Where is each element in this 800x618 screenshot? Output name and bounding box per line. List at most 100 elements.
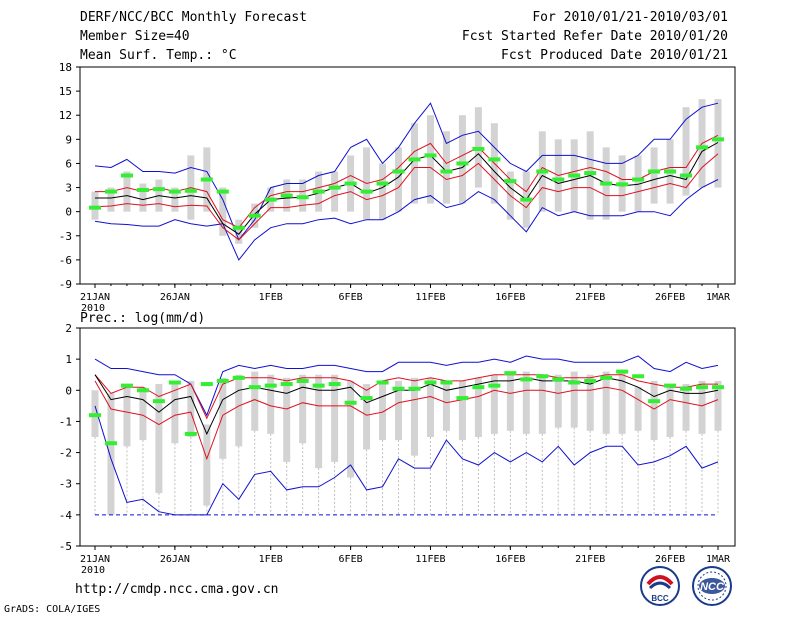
marker-1-11 (264, 197, 277, 202)
marker-2-15 (328, 382, 341, 387)
ytick-label: 9 (65, 133, 72, 146)
box-2-6 (187, 380, 195, 437)
series-min-1 (94, 179, 719, 261)
fcst-started-date: Fcst Started Refer Date 2010/01/20 (461, 29, 728, 44)
marker-2-36 (664, 383, 677, 388)
xtick-label: 1FEB (259, 292, 283, 303)
marker-1-12 (280, 193, 293, 198)
marker-2-25 (488, 383, 501, 388)
box-2-36 (666, 384, 674, 437)
marker-2-7 (200, 382, 213, 387)
marker-1-26 (504, 179, 517, 184)
marker-2-2 (120, 383, 133, 388)
box-1-19 (395, 147, 403, 212)
marker-2-11 (264, 383, 277, 388)
marker-2-38 (696, 385, 709, 390)
marker-1-29 (552, 177, 565, 182)
box-2-20 (410, 377, 418, 456)
agency-logos: BCC NCC (640, 566, 732, 606)
ytick-label: 18 (59, 61, 72, 74)
xtick-label: 16FEB (495, 554, 525, 565)
marker-1-14 (312, 189, 325, 194)
box-2-26 (506, 374, 514, 431)
marker-2-31 (584, 378, 597, 383)
marker-2-14 (312, 383, 325, 388)
box-2-29 (554, 374, 562, 428)
ytick-label: -3 (59, 230, 72, 243)
series-spread-lower-2 (94, 380, 719, 461)
marker-1-16 (344, 181, 357, 186)
marker-2-29 (552, 377, 565, 382)
marker-1-34 (632, 177, 645, 182)
box-2-25 (490, 374, 498, 434)
marker-2-6 (184, 431, 197, 436)
box-2-1 (107, 393, 115, 515)
box-2-31 (586, 374, 594, 431)
marker-1-6 (184, 188, 197, 193)
box-2-37 (682, 384, 690, 431)
ytick-label: 1 (65, 353, 72, 366)
box-2-34 (634, 387, 642, 431)
marker-1-24 (472, 146, 485, 151)
marker-1-10 (248, 213, 261, 218)
ytick-label: -4 (59, 509, 73, 522)
marker-1-0 (89, 205, 101, 210)
panel-subtitle: Prec.: log(mm/d) (80, 311, 205, 326)
header-left: DERF/NCC/BCC Monthly Forecast Member Siz… (80, 10, 307, 67)
marker-2-23 (456, 396, 469, 401)
box-2-35 (650, 380, 658, 441)
box-2-22 (442, 380, 450, 431)
xtick-label: 11FEB (415, 554, 445, 565)
ytick-label: 15 (59, 85, 72, 98)
series-mean-1 (95, 142, 719, 235)
xtick-label: 21FEB (575, 554, 605, 565)
box-2-18 (379, 380, 387, 441)
marker-2-1 (104, 441, 117, 446)
box-2-30 (570, 371, 578, 428)
marker-2-32 (600, 375, 613, 380)
box-1-21 (426, 115, 434, 204)
box-2-4 (155, 384, 163, 494)
box-2-10 (251, 371, 259, 431)
ytick-label: -9 (59, 278, 72, 291)
marker-1-22 (440, 169, 453, 174)
ytick-label: 3 (65, 182, 72, 195)
box-2-33 (618, 371, 626, 434)
box-1-9 (235, 219, 243, 244)
xtick-label: 1MAR (706, 554, 731, 565)
marker-1-31 (584, 171, 597, 176)
marker-2-16 (344, 400, 357, 405)
box-1-0 (91, 191, 99, 220)
box-1-18 (379, 163, 387, 220)
ytick-label: 2 (65, 322, 72, 335)
marker-1-19 (392, 169, 405, 174)
marker-2-5 (168, 380, 181, 385)
marker-2-34 (632, 374, 645, 379)
marker-1-38 (696, 145, 709, 150)
marker-1-7 (200, 177, 213, 182)
xtick-label: 21JAN (80, 554, 110, 565)
plot-frame-1 (79, 66, 736, 285)
xtick-label: 1MAR (706, 292, 731, 303)
ytick-label: 0 (65, 206, 72, 219)
xtick-label: 26FEB (655, 554, 685, 565)
box-2-16 (347, 380, 355, 478)
marker-1-15 (328, 185, 341, 190)
series-mean-2 (94, 374, 719, 436)
ytick-label: -2 (59, 447, 72, 460)
marker-1-30 (568, 173, 581, 178)
box-2-8 (219, 377, 227, 459)
marker-1-3 (136, 187, 149, 192)
plot-frame-2 (79, 327, 736, 547)
marker-1-21 (424, 153, 437, 158)
marker-1-25 (488, 157, 501, 162)
box-1-22 (442, 131, 450, 204)
xtick-label: 6FEB (339, 554, 363, 565)
box-2-3 (139, 387, 147, 441)
box-1-23 (458, 115, 466, 204)
marker-2-24 (472, 385, 485, 390)
marker-2-39 (712, 385, 724, 390)
marker-1-28 (536, 169, 549, 174)
